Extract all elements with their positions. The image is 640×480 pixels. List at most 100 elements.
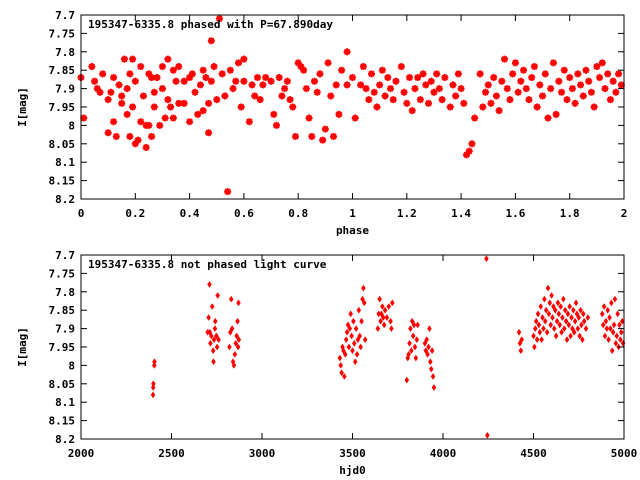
data-point bbox=[107, 88, 115, 96]
data-point bbox=[342, 372, 347, 380]
data-point bbox=[231, 361, 237, 369]
data-point bbox=[566, 74, 574, 82]
data-point bbox=[441, 74, 449, 82]
data-point bbox=[349, 74, 356, 82]
data-point bbox=[131, 77, 139, 85]
data-point bbox=[424, 336, 430, 344]
data-point bbox=[115, 81, 123, 89]
data-point bbox=[552, 325, 557, 333]
data-point bbox=[484, 255, 489, 263]
data-point bbox=[104, 129, 112, 137]
data-point bbox=[344, 328, 350, 336]
data-point bbox=[118, 92, 126, 100]
data-point bbox=[194, 110, 202, 118]
data-point bbox=[573, 299, 579, 307]
data-point bbox=[606, 96, 614, 104]
phased-plot-title: 195347-6335.8 phased with P=67.890day bbox=[88, 18, 333, 31]
data-point bbox=[381, 92, 389, 100]
data-point bbox=[615, 310, 620, 318]
data-point bbox=[490, 74, 498, 82]
data-point bbox=[428, 365, 434, 373]
data-point bbox=[547, 85, 555, 93]
data-point bbox=[214, 343, 220, 351]
data-point bbox=[463, 151, 471, 159]
data-point bbox=[484, 81, 492, 89]
data-point bbox=[606, 336, 611, 344]
data-point bbox=[234, 332, 239, 340]
data-point bbox=[406, 74, 414, 82]
y-tick-label: 7.9 bbox=[55, 83, 75, 96]
data-point bbox=[350, 347, 355, 355]
data-point bbox=[543, 306, 549, 314]
data-point bbox=[501, 55, 509, 63]
data-point bbox=[361, 284, 366, 292]
x-tick-label: 0.6 bbox=[234, 207, 254, 220]
data-point bbox=[175, 63, 183, 71]
data-point bbox=[362, 85, 370, 93]
phased-y-axis-label: I[mag] bbox=[16, 87, 29, 127]
data-point bbox=[571, 306, 576, 314]
data-point bbox=[235, 317, 240, 325]
data-point bbox=[562, 306, 568, 314]
data-point bbox=[91, 77, 99, 85]
x-tick-label: 2 bbox=[621, 207, 628, 220]
data-point bbox=[196, 81, 204, 89]
x-tick-label: 4500 bbox=[520, 447, 547, 460]
data-point bbox=[471, 114, 479, 122]
data-point bbox=[549, 292, 554, 299]
data-point bbox=[380, 303, 385, 310]
data-point bbox=[579, 92, 587, 100]
data-point bbox=[207, 77, 215, 85]
data-point bbox=[110, 118, 118, 126]
data-point bbox=[387, 85, 395, 93]
data-point bbox=[544, 328, 550, 336]
data-point bbox=[186, 118, 194, 126]
data-point bbox=[571, 99, 579, 107]
data-point bbox=[552, 110, 560, 118]
data-point bbox=[503, 85, 511, 93]
data-point bbox=[253, 74, 261, 82]
data-point bbox=[517, 77, 525, 85]
data-point bbox=[511, 59, 519, 67]
data-point bbox=[256, 96, 264, 104]
data-point bbox=[343, 81, 351, 89]
data-point bbox=[433, 70, 441, 78]
y-tick-label: 7.85 bbox=[49, 64, 76, 77]
data-point bbox=[209, 332, 214, 340]
data-point bbox=[577, 332, 582, 340]
data-point bbox=[262, 74, 270, 82]
data-point bbox=[342, 350, 348, 358]
data-point bbox=[205, 99, 213, 107]
data-point bbox=[422, 81, 430, 89]
data-point bbox=[186, 74, 194, 82]
data-point bbox=[248, 81, 256, 89]
data-point bbox=[172, 77, 180, 85]
data-point bbox=[245, 118, 253, 126]
data-point bbox=[565, 310, 571, 318]
data-point bbox=[267, 77, 275, 85]
data-point bbox=[557, 321, 563, 329]
unphased-y-axis-label: I[mag] bbox=[16, 327, 29, 367]
data-point bbox=[270, 110, 278, 118]
data-point bbox=[514, 88, 522, 96]
data-point bbox=[554, 317, 560, 325]
data-point bbox=[460, 99, 468, 107]
data-point bbox=[518, 347, 524, 355]
data-point bbox=[560, 66, 568, 74]
data-point bbox=[454, 70, 462, 78]
data-point bbox=[357, 332, 363, 340]
data-point bbox=[237, 103, 245, 111]
data-point bbox=[343, 48, 351, 56]
data-point bbox=[609, 299, 614, 307]
data-point bbox=[552, 306, 558, 314]
data-point bbox=[419, 70, 427, 78]
data-point bbox=[449, 81, 457, 89]
data-point bbox=[370, 88, 378, 96]
data-point bbox=[150, 391, 156, 399]
data-point bbox=[236, 299, 241, 307]
data-point bbox=[120, 55, 128, 63]
data-point bbox=[411, 321, 417, 329]
data-point bbox=[275, 74, 283, 82]
data-point bbox=[601, 303, 607, 310]
